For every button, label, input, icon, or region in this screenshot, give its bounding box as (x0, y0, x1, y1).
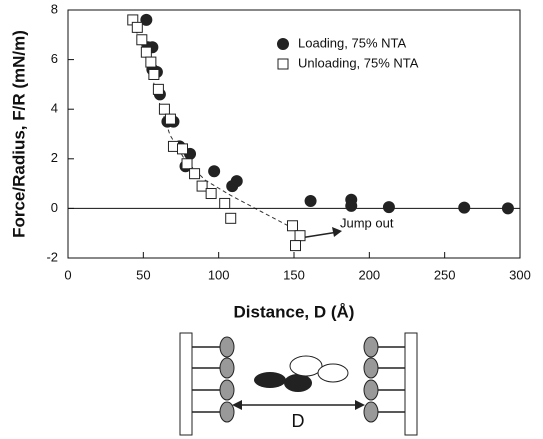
point (136, 34, 148, 46)
surface-right (404, 332, 418, 436)
point (225, 212, 237, 224)
point (148, 68, 160, 80)
point (345, 199, 358, 212)
point (177, 143, 189, 155)
y-tick-label: 0 (51, 200, 58, 215)
point (181, 158, 193, 170)
point (219, 197, 231, 209)
y-axis-title: Force/Radius, F/R (mN/m) (9, 30, 28, 238)
y-tick-label: 4 (51, 101, 58, 116)
x-tick-label: 250 (434, 267, 456, 282)
point (152, 83, 164, 95)
point (196, 180, 208, 192)
y-tick-label: 2 (51, 150, 58, 165)
point (382, 201, 395, 214)
surface-left (179, 332, 193, 436)
point (189, 168, 201, 180)
x-tick-label: 300 (509, 267, 531, 282)
x-tick-label: 0 (64, 267, 71, 282)
diagram-label: D (292, 411, 305, 431)
point (294, 230, 306, 242)
y-tick-label: 8 (51, 1, 58, 16)
x-tick-label: 50 (136, 267, 150, 282)
point (140, 46, 152, 58)
legend-marker (277, 58, 289, 70)
legend-label: Loading, 75% NTA (298, 35, 406, 50)
jump-arrow (299, 231, 339, 239)
y-tick-label: 6 (51, 51, 58, 66)
schematic: D (179, 332, 418, 436)
annotation: Jump out (340, 215, 394, 230)
point (230, 175, 243, 188)
point (164, 113, 176, 125)
point (167, 140, 179, 152)
arrow-head (332, 227, 342, 237)
point (458, 201, 471, 214)
x-tick-label: 150 (283, 267, 305, 282)
legend-marker (277, 38, 289, 50)
point (205, 188, 217, 200)
point (304, 194, 317, 207)
point (145, 56, 157, 68)
legend-label: Unloading, 75% NTA (298, 55, 419, 70)
point (290, 240, 302, 252)
x-tick-label: 200 (358, 267, 380, 282)
point (140, 13, 153, 26)
x-tick-label: 100 (208, 267, 230, 282)
point (131, 21, 143, 33)
x-axis-title: Distance, D (Å) (234, 302, 355, 321)
point (208, 165, 221, 178)
y-tick-label: -2 (46, 249, 58, 264)
point (158, 103, 170, 115)
point (501, 202, 514, 215)
point (286, 220, 298, 232)
